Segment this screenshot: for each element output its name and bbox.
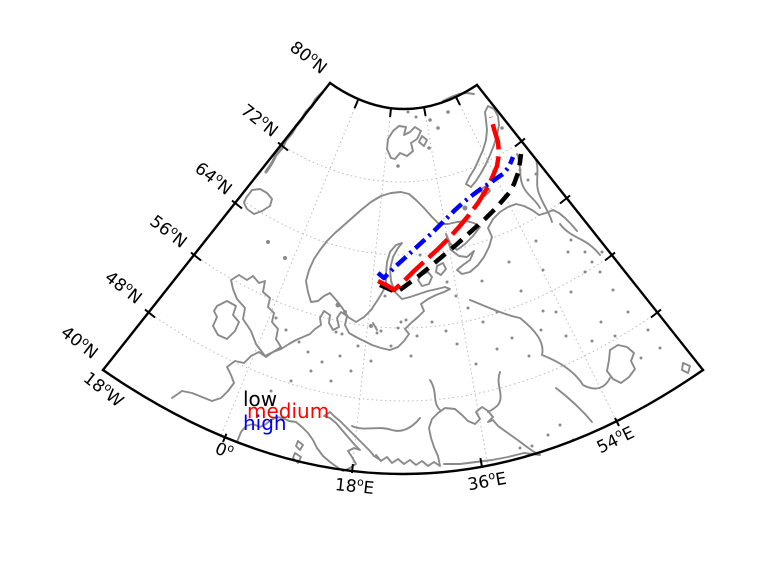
latitude-label-80n: 80oN (286, 36, 332, 79)
lake-onega (435, 262, 447, 276)
parallel-64n (238, 197, 568, 256)
river-dnieper (429, 379, 441, 411)
longitude-label-54e: 54oE (593, 421, 638, 458)
river-don (487, 371, 502, 413)
trajectory-low (379, 153, 524, 295)
frame-bottom-arc (101, 368, 705, 476)
coastline-franz-josef (442, 92, 475, 102)
river-volga (469, 299, 611, 390)
island-gotland (372, 322, 378, 331)
scatter-dots (266, 110, 662, 450)
trajectory-high (376, 156, 516, 281)
parallel-72n (280, 140, 523, 183)
legend-item-low: low (243, 387, 278, 411)
coastline-iceland (243, 188, 273, 215)
meridian-0 (219, 99, 359, 439)
coastline-yamal (516, 153, 601, 256)
legend-item-medium: medium (247, 399, 330, 423)
lake-ladoga (417, 271, 433, 287)
coastline-novaya-zemlya (465, 105, 500, 188)
coastline-ireland (212, 300, 240, 340)
latitude-label-72n: 72oN (237, 99, 283, 142)
trajectory-medium (376, 116, 502, 293)
longitude-label-36e: 36oE (466, 467, 508, 495)
river-danube (351, 417, 421, 432)
longitude-label-18w: 18oW (79, 367, 128, 412)
coastline-caspian (606, 344, 636, 384)
coastline-caspian-corner (681, 362, 691, 374)
coastline-mediterranean-blacksea (236, 406, 541, 472)
coastline-great-britain (230, 274, 282, 357)
coastline-caucasus (555, 387, 593, 423)
coastline-svalbard (386, 125, 422, 160)
frame-right-edge (475, 83, 705, 372)
parallel-48n (147, 311, 659, 402)
latitude-label-64n: 64oN (191, 157, 237, 200)
graticule-layer (147, 96, 659, 472)
parallel-56n (193, 254, 613, 329)
trajectory-layer (376, 116, 524, 295)
latitude-label-56n: 56oN (146, 210, 192, 253)
longitude-label-18e: 18oE (334, 473, 375, 499)
legend-item-high: high (243, 411, 287, 435)
coastline-svalbard-east (418, 135, 428, 147)
frame-ticks (144, 96, 662, 474)
coastline-continent (171, 191, 578, 402)
island-corsica-sardinia (292, 440, 304, 464)
frame-top-arc (328, 81, 479, 111)
latitude-label-40n: 40oN (57, 321, 103, 364)
frame-layer (101, 81, 705, 476)
frame-left-edge (101, 81, 332, 372)
latitude-label-48n: 48oN (101, 266, 147, 309)
